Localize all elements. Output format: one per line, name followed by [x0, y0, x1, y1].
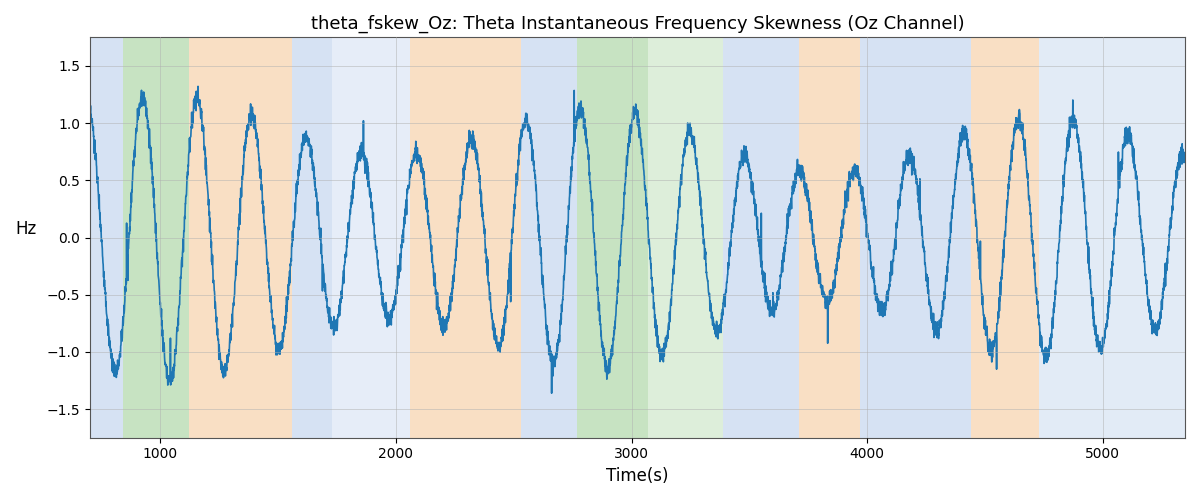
Bar: [799, 38, 860, 438]
Bar: [188, 38, 293, 438]
Title: theta_fskew_Oz: Theta Instantaneous Frequency Skewness (Oz Channel): theta_fskew_Oz: Theta Instantaneous Freq…: [311, 15, 965, 34]
Bar: [648, 38, 724, 438]
Bar: [724, 38, 799, 438]
Y-axis label: Hz: Hz: [14, 220, 36, 238]
Bar: [410, 38, 521, 438]
Bar: [122, 38, 188, 438]
Bar: [521, 38, 577, 438]
Bar: [90, 38, 122, 438]
Bar: [1039, 38, 1186, 438]
Bar: [971, 38, 1039, 438]
Bar: [293, 38, 332, 438]
Bar: [860, 38, 971, 438]
X-axis label: Time(s): Time(s): [606, 467, 668, 485]
Bar: [577, 38, 648, 438]
Bar: [332, 38, 410, 438]
